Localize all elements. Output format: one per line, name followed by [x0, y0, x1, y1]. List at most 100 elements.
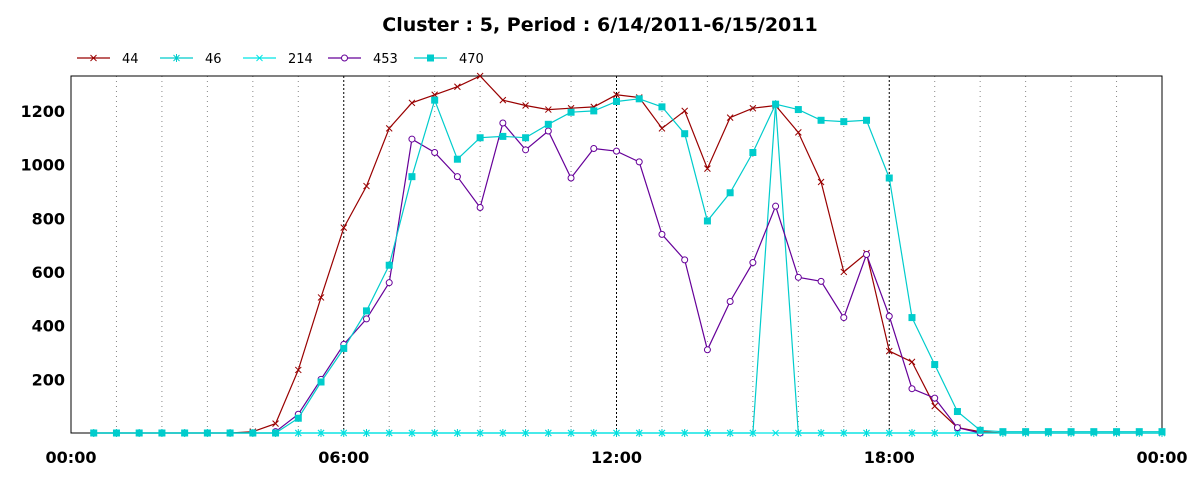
legend-label: 453 [373, 52, 398, 67]
data-point-marker [794, 129, 802, 136]
data-point-marker [840, 118, 848, 126]
data-point-marker [658, 429, 666, 437]
data-point-marker [294, 414, 302, 422]
data-point-marker [385, 261, 393, 269]
data-point-marker [272, 429, 280, 437]
data-point-marker [931, 429, 939, 437]
data-point-marker [340, 224, 348, 232]
series-line-46 [93, 104, 1162, 434]
data-point-marker [1113, 428, 1121, 436]
data-point-marker [272, 420, 279, 427]
data-point-marker [317, 378, 325, 386]
data-point-marker [476, 134, 484, 142]
x-tick-label: 18:00 [864, 448, 915, 467]
data-point-marker [794, 273, 802, 281]
data-point-marker [885, 174, 893, 182]
series-line-44 [93, 75, 1162, 434]
data-point-marker [181, 429, 189, 437]
data-point-marker [427, 54, 434, 62]
data-point-marker [794, 106, 802, 114]
data-point-marker [203, 429, 211, 437]
data-point-marker [294, 366, 302, 374]
data-point-marker [681, 130, 689, 138]
data-point-marker [976, 426, 984, 434]
data-point-marker [294, 429, 302, 437]
data-point-marker [703, 346, 711, 354]
data-point-marker [885, 429, 893, 437]
data-point-marker [863, 429, 870, 437]
legend-item-46: 46 [160, 52, 222, 67]
data-point-marker [613, 147, 620, 155]
data-point-marker [840, 314, 848, 322]
data-point-marker [908, 429, 916, 437]
data-point-marker [658, 124, 666, 132]
data-point-marker [590, 107, 598, 115]
data-point-marker [499, 429, 507, 437]
data-point-marker [999, 428, 1007, 436]
data-point-marker [567, 174, 575, 182]
data-point-marker [499, 132, 507, 140]
data-point-marker [567, 108, 575, 116]
data-point-marker [317, 429, 325, 437]
data-point-marker [794, 429, 802, 437]
data-point-marker [931, 394, 939, 402]
legend: 44 46 214 453 470 [77, 52, 484, 67]
data-point-marker [749, 259, 757, 267]
series-46 [90, 100, 1166, 437]
data-point-marker [340, 344, 348, 352]
data-point-marker [544, 106, 552, 113]
data-point-marker [817, 116, 825, 124]
x-tick-label: 00:00 [46, 448, 97, 467]
data-point-marker [226, 429, 234, 437]
data-point-marker [863, 251, 871, 258]
data-point-marker [158, 429, 166, 437]
data-point-marker [1022, 428, 1030, 436]
data-point-marker [817, 429, 825, 437]
data-point-marker [863, 116, 871, 124]
data-point-marker [1067, 428, 1075, 436]
data-point-marker [635, 429, 643, 437]
axis-labels: 200 400 600 800 1000 1200 00:00 06:00 12:00 18:00… [20, 102, 1187, 467]
data-point-marker [385, 124, 393, 132]
data-point-marker [749, 149, 757, 156]
data-point-marker [885, 347, 893, 355]
series-group [90, 72, 1166, 437]
legend-label: 214 [288, 52, 313, 67]
data-point-marker [704, 165, 711, 172]
data-point-marker [613, 91, 620, 99]
data-point-marker [953, 424, 961, 432]
series-line-470 [93, 98, 1162, 434]
data-point-marker [1158, 428, 1166, 436]
data-point-marker [681, 429, 689, 437]
data-point-marker [317, 294, 325, 301]
data-point-marker [931, 402, 939, 410]
chart-title: Cluster : 5, Period : 6/14/2011-6/15/201… [382, 14, 817, 36]
data-point-marker [385, 429, 393, 437]
data-point-marker [772, 429, 779, 437]
data-point-marker [112, 429, 120, 437]
y-tick-label: 1000 [20, 156, 65, 175]
data-point-marker [499, 96, 507, 104]
data-point-marker [431, 96, 439, 104]
data-point-marker [454, 429, 461, 437]
data-point-marker [363, 182, 370, 190]
data-point-marker [953, 408, 961, 416]
y-tick-label: 400 [32, 317, 65, 336]
data-point-marker [590, 144, 598, 152]
data-point-marker [522, 134, 530, 142]
data-point-marker [522, 102, 529, 109]
data-point-marker [1044, 428, 1052, 436]
data-point-marker [1135, 428, 1143, 436]
y-tick-label: 200 [32, 370, 65, 389]
data-point-marker [135, 429, 143, 437]
data-point-marker [476, 429, 484, 437]
y-tick-label: 800 [32, 209, 65, 228]
data-point-marker [772, 202, 780, 210]
data-point-marker [840, 268, 848, 276]
data-point-marker [908, 385, 916, 393]
series-line-453 [275, 121, 981, 434]
data-point-marker [908, 358, 916, 366]
series-453 [272, 119, 984, 437]
data-point-marker [408, 429, 416, 437]
